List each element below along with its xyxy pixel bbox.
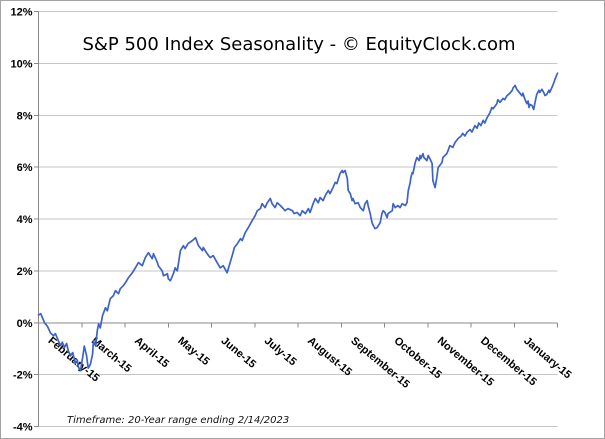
y-tick-label: 2% <box>17 266 33 278</box>
seasonality-series-line <box>37 72 559 372</box>
x-tick-label: May-15 <box>175 335 211 368</box>
y-tick-label: 0% <box>17 318 33 330</box>
x-tick-label: August-15 <box>305 335 354 379</box>
border-notch-decoration <box>593 1 604 12</box>
y-tick-label: 4% <box>17 214 33 226</box>
y-tick-label: 12% <box>10 7 32 19</box>
chart-footnote: Timeframe: 20-Year range ending 2/14/202… <box>67 415 290 426</box>
y-tick-label: 8% <box>17 110 33 122</box>
x-axis-ticks <box>38 322 558 328</box>
y-tick-label: 6% <box>17 162 33 174</box>
chart-title: S&P 500 Index Seasonality - © EquityCloc… <box>82 34 516 55</box>
x-tick-label: April-15 <box>132 335 171 371</box>
y-axis-labels: 12% 10% 8% 6% 4% 2% 0% -2% -4% <box>10 7 32 434</box>
y-axis <box>34 11 39 427</box>
y-tick-label: -2% <box>13 370 33 382</box>
y-tick-label: -4% <box>13 422 33 434</box>
y-tick-label: 10% <box>10 58 32 70</box>
x-tick-label: June-15 <box>219 335 259 371</box>
x-tick-label: July-15 <box>262 335 299 369</box>
